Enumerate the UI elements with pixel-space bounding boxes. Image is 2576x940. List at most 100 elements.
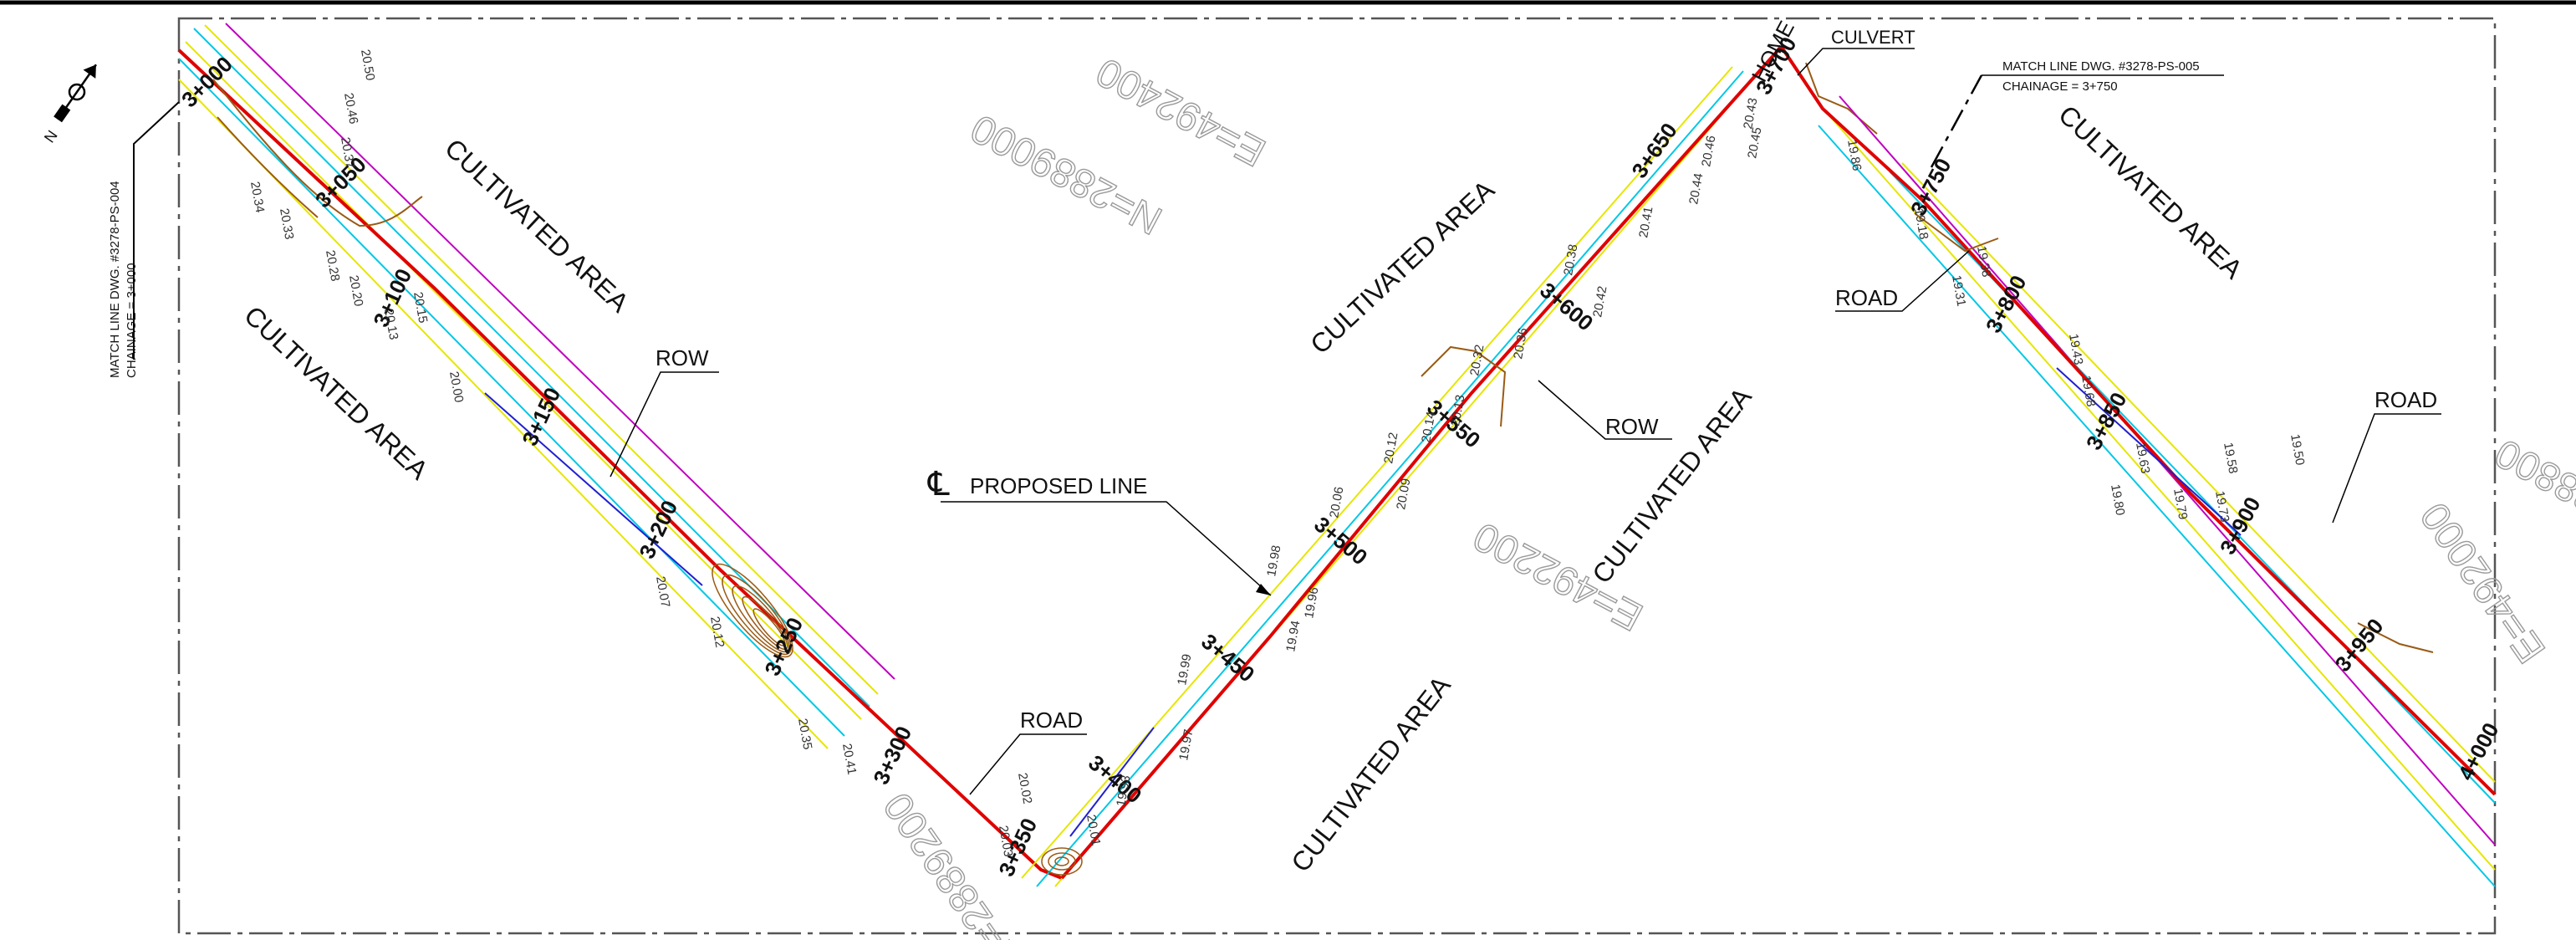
match-line-left-leader	[133, 101, 180, 360]
corridor-right	[1779, 44, 2497, 887]
corridor-left	[177, 23, 1063, 880]
elevation-label: 20.35	[795, 718, 814, 751]
svg-text:ROAD: ROAD	[1835, 285, 1898, 310]
elevation-label: 20.00	[446, 370, 466, 404]
elevation-label: 19.43	[2066, 333, 2085, 366]
elevation-label: 19.98	[1264, 544, 1283, 578]
svg-text:CULVERT: CULVERT	[1831, 27, 1915, 48]
elevation-label: 20.37	[338, 136, 357, 170]
offset-line	[204, 24, 879, 695]
match-line-right-line1: MATCH LINE DWG. #3278-PS-005	[2002, 59, 2200, 74]
elevation-label: 19.68	[2079, 375, 2098, 408]
elevation-label: 20.50	[358, 49, 377, 82]
elevation-label: 20.20	[346, 274, 365, 308]
area-label: CULTIVATED AREA	[439, 133, 635, 319]
callout-road-1: ROAD	[969, 708, 1087, 795]
elevation-label: 20.03	[996, 825, 1015, 858]
elevation-label: 20.36	[1511, 327, 1530, 360]
elevation-label: 20.14	[1419, 411, 1438, 444]
proposed-centerline-left	[177, 49, 1063, 880]
spot-elevations: 20.50 20.46 20.37 20.34 20.33 20.28 20.2…	[247, 49, 2307, 858]
contour-line	[212, 79, 423, 227]
callout-row-1: ROW	[610, 345, 719, 478]
elevation-label: 20.41	[1636, 206, 1655, 239]
elevation-label: 20.44	[1686, 172, 1706, 206]
elevation-label: 20.09	[1394, 478, 1413, 511]
road-edge	[1914, 212, 1999, 253]
chainage-label: 3+800	[1981, 271, 2032, 337]
offset-line	[1021, 66, 1733, 879]
elevation-label: 19.73	[2212, 490, 2232, 524]
elevation-label: 20.46	[341, 92, 360, 125]
callout-proposed-line: ℄ PROPOSED LINE	[927, 466, 1272, 596]
area-label: CULTIVATED AREA	[1285, 670, 1456, 877]
elevation-label: 20.42	[1590, 285, 1609, 319]
svg-text:MATCH LINE DWG. #3278-PS-004: MATCH LINE DWG. #3278-PS-004	[108, 181, 122, 378]
row-boundary-left	[225, 23, 895, 680]
chainage-label: 3+000	[176, 51, 237, 112]
area-label: CULTIVATED AREA	[1586, 381, 1757, 589]
svg-text:ROW: ROW	[1605, 414, 1659, 439]
contour-line	[217, 116, 319, 218]
grid-label-e-top: E=492400	[1089, 49, 1273, 175]
elevation-label: 20.34	[247, 181, 267, 214]
elevation-label: 19.99	[1175, 653, 1194, 687]
match-line-right-line2: CHAINAGE = 3+750	[2002, 79, 2118, 94]
offset-line	[1036, 70, 1744, 887]
elevation-label: 19.86	[1844, 139, 1864, 172]
elevation-label: 20.33	[277, 207, 296, 241]
elevation-label: 19.38	[1974, 245, 1993, 278]
elevation-label: 20.02	[1015, 772, 1034, 805]
elevation-label: 19.97	[1176, 728, 1196, 762]
elevation-label: 20.45	[1745, 126, 1764, 160]
svg-text:ROAD: ROAD	[2375, 387, 2437, 412]
offset-line	[178, 79, 829, 749]
callout-road-3: ROAD	[2332, 387, 2441, 524]
contour-cluster	[1041, 847, 1083, 876]
elevation-label: 19.94	[1283, 620, 1303, 653]
offset-line	[1901, 162, 2496, 783]
area-label: CULTIVATED AREA	[1304, 174, 1500, 360]
elevation-label: 20.12	[707, 616, 727, 649]
offset-line	[185, 41, 862, 720]
ditch-line	[484, 392, 703, 586]
viewport-frame	[177, 17, 2497, 935]
elevation-label: 20.15	[411, 291, 430, 324]
offset-line	[178, 58, 845, 737]
chainage-label: 3+300	[868, 723, 916, 789]
ditch-line	[2056, 367, 2242, 536]
callout-row-2: ROW	[1538, 380, 1672, 440]
callout-road-2: ROAD	[1835, 250, 1970, 312]
elevation-label: 19.18	[1911, 207, 1931, 241]
grid-label-n-right: N=2888800	[2488, 430, 2576, 567]
row-boundary-right	[1839, 95, 2496, 845]
corridor-middle	[1021, 44, 1878, 887]
elevation-label: 19.31	[1949, 274, 1968, 308]
elevation-label: 20.32	[1467, 344, 1487, 377]
match-line-right-dash	[1930, 74, 1983, 168]
offset-line	[1818, 125, 2496, 887]
elevation-label: 20.43	[1741, 97, 1760, 130]
elevation-label: 20.13	[381, 308, 400, 341]
elevation-label: 20.06	[1327, 486, 1346, 519]
svg-text:ROW: ROW	[655, 345, 709, 370]
match-line-left-label: MATCH LINE DWG. #3278-PS-004 CHAINAGE = …	[108, 181, 139, 378]
elevation-label: 20.46	[1699, 135, 1718, 168]
elevation-label: 20.12	[1381, 432, 1400, 465]
north-letter: N	[41, 127, 61, 146]
elevation-label: 20.38	[1561, 243, 1580, 277]
elevation-label: 19.93	[1114, 774, 1133, 808]
area-label: CULTIVATED AREA	[238, 300, 434, 486]
contour-cluster	[712, 563, 793, 658]
road-edge	[1421, 345, 1507, 427]
centerline-symbol: ℄	[927, 466, 950, 503]
north-arrow-icon	[54, 64, 97, 123]
proposed-centerline-middle	[1060, 44, 1783, 880]
svg-text:PROPOSED LINE: PROPOSED LINE	[970, 473, 1147, 498]
elevation-label: 20.07	[653, 575, 672, 609]
elevation-label: 20.01	[1084, 814, 1103, 847]
area-label: CULTIVATED AREA	[2053, 100, 2248, 285]
elevation-label: 19.58	[2221, 442, 2240, 475]
ditch-line	[1069, 727, 1155, 837]
svg-text:CHAINAGE = 3+000: CHAINAGE = 3+000	[125, 263, 139, 378]
